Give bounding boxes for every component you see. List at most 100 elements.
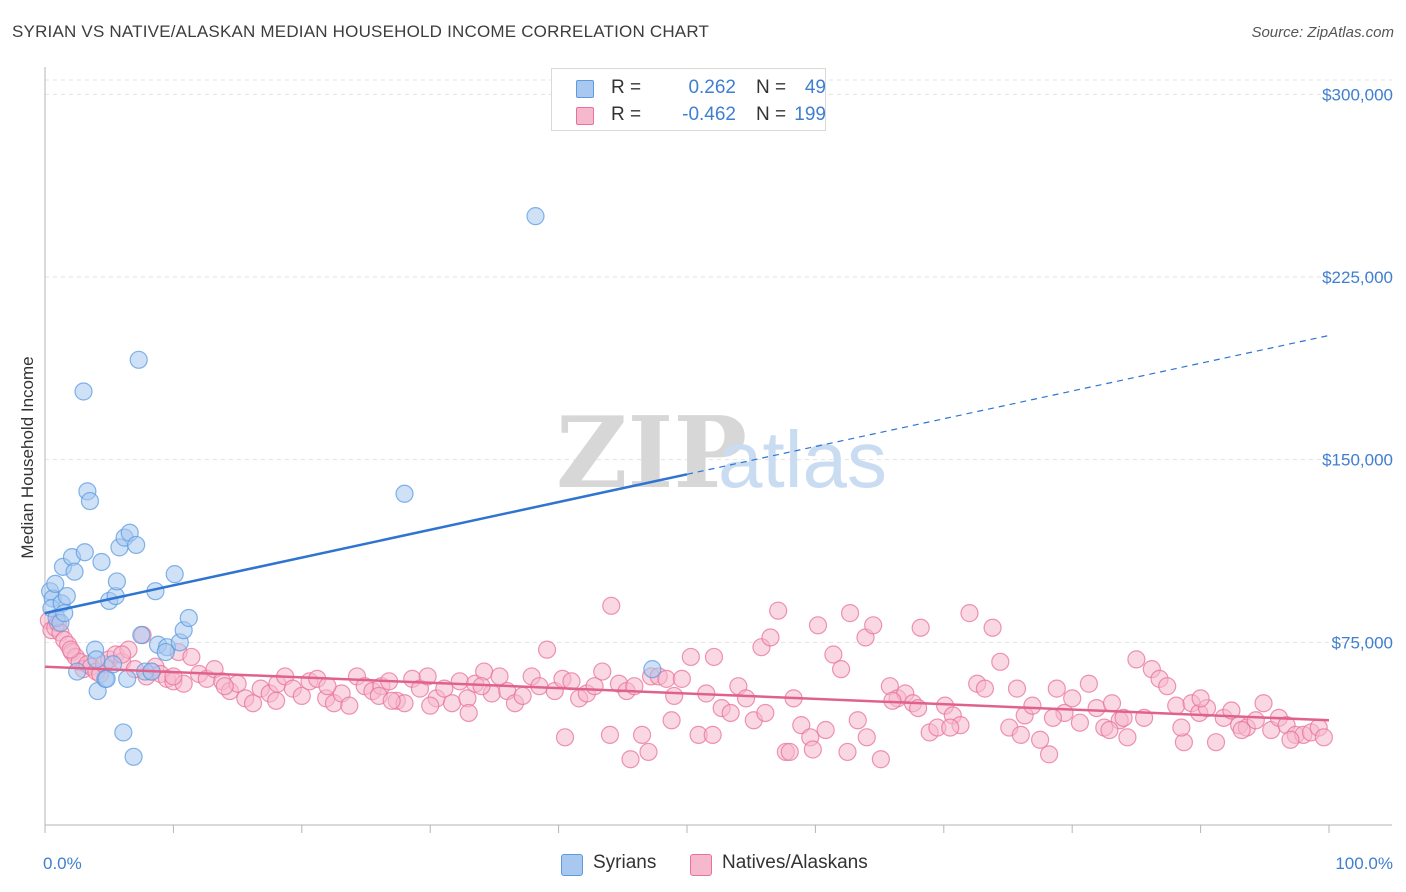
axes [44, 67, 1392, 833]
point-natives-alaskans [600, 725, 620, 744]
point-natives-alaskans [1039, 745, 1059, 764]
point-syrians [127, 535, 146, 555]
point-natives-alaskans [808, 616, 828, 635]
n-label: N = [756, 104, 787, 125]
point-natives-alaskans [792, 716, 811, 735]
point-natives-alaskans [1191, 689, 1210, 708]
point-syrians [124, 747, 143, 766]
point-natives-alaskans [1127, 650, 1146, 669]
axis-labels: $300,000 $225,000 $150,000 $75,000 0.0% 100.0… [18, 85, 1393, 873]
point-syrians [165, 565, 184, 584]
point-natives-alaskans [418, 667, 437, 686]
point-natives-alaskans [318, 677, 337, 696]
point-natives-alaskans [1254, 694, 1273, 713]
point-syrians [132, 625, 151, 645]
point-natives-alaskans [975, 679, 994, 698]
r-value: -0.462 [682, 104, 736, 125]
point-syrians [156, 642, 175, 662]
point-natives-alaskans [736, 689, 756, 708]
point-natives-alaskans [941, 718, 960, 737]
y-tick-label: $225,000 [1322, 268, 1393, 287]
point-natives-alaskans [662, 711, 681, 730]
point-natives-alaskans [1043, 708, 1063, 727]
point-natives-alaskans [621, 750, 640, 769]
point-natives-alaskans [816, 720, 835, 740]
legend-swatch-natives [576, 107, 594, 125]
point-natives-alaskans [593, 662, 612, 681]
point-syrians [129, 350, 148, 369]
point-natives-alaskans [537, 640, 557, 659]
point-syrians [179, 608, 198, 628]
n-label: N = [756, 77, 787, 98]
point-natives-alaskans [421, 696, 440, 715]
point-natives-alaskans [267, 691, 286, 710]
point-natives-alaskans [665, 686, 684, 706]
point-natives-alaskans [672, 669, 691, 688]
point-natives-alaskans [459, 703, 478, 723]
point-natives-alaskans [824, 645, 843, 664]
point-syrians [92, 552, 111, 572]
y-tick-label: $75,000 [1332, 633, 1393, 652]
point-natives-alaskans [803, 740, 822, 759]
point-natives-alaskans [756, 703, 775, 723]
r-label: R = [611, 77, 642, 98]
gridlines [45, 79, 1392, 643]
source-credit: Source: ZipAtlas.com [1251, 24, 1394, 41]
point-natives-alaskans [1079, 674, 1098, 693]
point-natives-alaskans [182, 647, 201, 667]
n-value: 199 [794, 104, 826, 125]
point-syrians [46, 574, 65, 593]
point-natives-alaskans [991, 652, 1010, 671]
point-syrians [65, 562, 84, 581]
point-natives-alaskans [1030, 730, 1050, 749]
point-natives-alaskans [513, 686, 532, 706]
point-syrians [80, 491, 100, 511]
point-natives-alaskans [1206, 733, 1226, 752]
x-tick-label-min: 0.0% [43, 854, 82, 873]
y-tick-label: $150,000 [1322, 451, 1393, 470]
point-syrians [114, 723, 133, 742]
point-natives-alaskans [1314, 728, 1333, 747]
point-natives-alaskans [1167, 696, 1186, 715]
point-natives-alaskans [555, 728, 575, 747]
point-natives-alaskans [721, 703, 740, 723]
point-natives-alaskans [1100, 720, 1119, 740]
point-natives-alaskans [1070, 713, 1090, 732]
bottom-swatch-natives [690, 854, 712, 876]
stats-legend: R = 0.262 N = 49 R = -0.462 N = 199 [551, 68, 826, 131]
y-tick-label: $300,000 [1322, 85, 1393, 104]
point-natives-alaskans [840, 604, 860, 623]
point-natives-alaskans [1047, 679, 1066, 698]
point-natives-alaskans [1087, 698, 1106, 718]
bottom-label-syrians: Syrians [593, 852, 657, 873]
trend-line-natives [44, 665, 1330, 722]
y-axis-label: Median Household Income [18, 356, 37, 558]
n-value: 49 [804, 77, 826, 98]
r-value: 0.262 [688, 77, 736, 98]
watermark: ZIP atlas [556, 396, 887, 511]
point-natives-alaskans [769, 601, 788, 620]
x-tick-label-max: 100.0% [1335, 854, 1393, 873]
point-syrians [118, 669, 137, 688]
point-natives-alaskans [450, 672, 469, 691]
trend-lines [44, 334, 1330, 722]
point-natives-alaskans [848, 711, 867, 730]
point-natives-alaskans [704, 647, 724, 667]
point-natives-alaskans [1118, 728, 1137, 747]
point-natives-alaskans [1158, 677, 1177, 696]
bottom-label-natives: Natives/Alaskans [722, 852, 868, 873]
point-syrians [395, 484, 414, 503]
point-natives-alaskans [1232, 720, 1251, 740]
point-natives-alaskans [340, 696, 359, 715]
point-natives-alaskans [1102, 694, 1122, 713]
point-natives-alaskans [681, 647, 700, 667]
point-syrians [526, 207, 545, 226]
point-natives-alaskans [871, 750, 890, 769]
watermark-zip: ZIP [556, 396, 747, 511]
point-natives-alaskans [1281, 730, 1300, 749]
point-natives-alaskans [703, 725, 722, 744]
point-natives-alaskans [1172, 718, 1191, 737]
point-natives-alaskans [1023, 696, 1042, 715]
point-natives-alaskans [292, 686, 311, 706]
